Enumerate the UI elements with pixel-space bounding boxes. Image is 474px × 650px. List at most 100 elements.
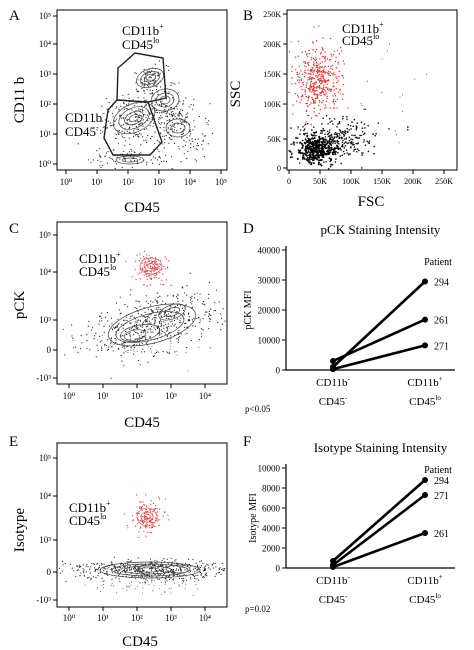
panel-e-gate-label: CD11b+ CD45lo [69,499,111,528]
event-dot [163,160,165,162]
event-dot [293,144,296,146]
event-dot [135,120,137,122]
event-dot [334,131,337,134]
event-dot [100,166,102,169]
event-dot [184,569,186,571]
event-dot [198,317,200,319]
event-dot [121,134,123,136]
event-dot [80,335,82,337]
event-dot [150,328,152,330]
panel-c-y-tick: 0 [47,345,52,355]
panel-a-y-tick: 10⁰ [38,159,51,169]
event-dot [166,580,168,582]
event-dot [311,88,314,91]
event-dot [319,88,321,90]
event-dot [290,127,292,129]
event-dot [158,141,160,143]
event-dot [171,320,173,322]
event-dot [175,568,178,570]
event-dot [296,71,298,74]
event-dot [307,96,309,98]
event-dot [332,153,334,156]
event-dot [316,95,318,97]
event-dot [129,294,131,296]
event-dot [209,347,211,349]
event-dot [303,124,306,127]
event-dot [332,95,334,97]
event-dot [164,511,166,513]
event-dot [320,91,323,93]
series-line [332,531,426,569]
event-dot [194,159,196,161]
event-dot [158,156,160,158]
event-dot [174,316,176,318]
event-dot [353,118,356,121]
event-dot [361,130,364,133]
event-dot [179,319,181,321]
event-dot [166,330,168,332]
event-dot [327,79,330,81]
event-dot [191,319,194,321]
event-dot [361,152,363,154]
event-dot [314,100,317,102]
event-dot [143,139,145,141]
event-dot [104,568,106,570]
event-dot [146,576,148,578]
event-dot [310,133,313,136]
panel-c-x-tick: 10² [131,391,143,401]
event-dot [158,333,160,335]
event-dot [298,76,301,79]
event-dot [77,569,80,571]
event-dot [146,164,148,166]
y-tick-label: 30000 [258,276,281,286]
event-dot [101,312,103,314]
event-dot [174,126,176,128]
event-dot [316,144,319,147]
event-dot [124,563,126,565]
event-dot [155,517,157,519]
event-dot [135,565,137,567]
event-dot [114,120,116,122]
event-dot [154,257,157,259]
event-dot [160,562,163,564]
event-dot [115,569,117,571]
event-dot [170,335,172,337]
event-dot [161,135,163,137]
event-dot [142,331,145,333]
event-dot [139,343,141,345]
event-dot [208,313,210,315]
event-dot [157,574,159,576]
event-dot [164,111,166,113]
panel-a: A CD11b+ CD45lo CD11b-CD45- 10⁰ 10¹ [9,8,228,216]
panel-c-x-title: CD45 [124,415,160,431]
event-dot [87,566,89,568]
event-dot [155,568,157,571]
event-dot [317,71,320,73]
event-dot [321,66,323,68]
event-dot [149,284,151,286]
event-dot [145,316,147,318]
event-dot [315,114,317,117]
event-dot [180,128,182,130]
event-dot [142,570,144,572]
event-dot [171,114,173,116]
panel-c-gate-label: CD11b+ CD45lo [79,250,121,279]
event-dot [142,268,144,271]
data-point [330,564,336,570]
event-dot [318,112,320,115]
category-label: CD45- [319,592,348,606]
event-dot [142,321,145,323]
event-dot [174,116,176,118]
event-dot [153,327,155,329]
event-dot [102,580,104,583]
event-dot [127,349,129,351]
event-dot [140,576,142,578]
event-dot [145,273,147,275]
event-dot [164,581,166,583]
event-dot [142,109,144,111]
event-dot [338,122,341,124]
event-dot [301,152,304,155]
event-dot [139,336,141,338]
event-dot [305,72,307,74]
event-dot [117,132,119,134]
